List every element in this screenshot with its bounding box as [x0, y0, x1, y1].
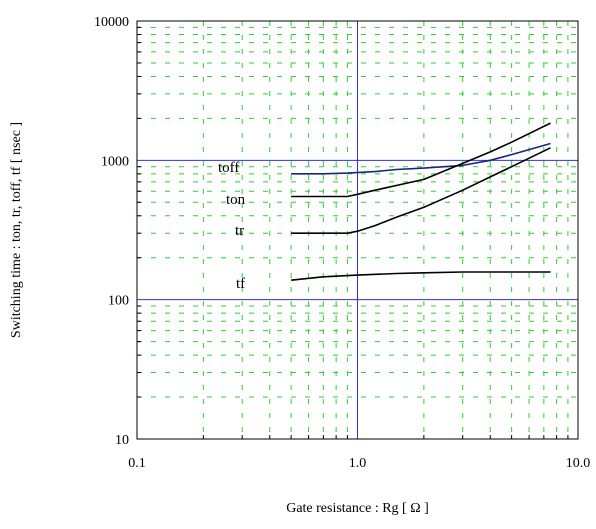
tick-labels: 0.1 1.0 10.0 10 100 1000 10000	[94, 15, 590, 471]
major-grid	[137, 21, 578, 439]
series-line-tr	[291, 147, 551, 234]
y-axis-title: Switching time : ton, tr, toff, tf [ nse…	[9, 122, 24, 338]
y-tick-label: 10000	[94, 15, 129, 30]
x-axis-title: Gate resistance : Rg [ Ω ]	[286, 501, 429, 516]
series-line-ton	[291, 122, 551, 198]
y-tick-label: 100	[108, 294, 129, 309]
x-tick-label: 10.0	[566, 456, 591, 471]
y-tick-label: 1000	[101, 154, 129, 169]
series-line-toff	[291, 142, 551, 175]
minor-grid	[137, 21, 578, 439]
plot-frame	[136, 20, 579, 440]
x-tick-label: 1.0	[349, 456, 367, 471]
series-label-tf: tf	[236, 276, 245, 292]
axis-ticks	[137, 26, 569, 439]
x-tick-label: 0.1	[128, 456, 146, 471]
series-lines	[291, 122, 551, 281]
series-label-toff: toff	[218, 160, 239, 176]
series-labels: toff ton tr tf	[218, 160, 246, 292]
series-label-ton: ton	[226, 192, 246, 208]
series-label-tr: tr	[235, 223, 244, 239]
series-line-tf	[291, 271, 551, 281]
y-tick-label: 10	[115, 433, 129, 448]
